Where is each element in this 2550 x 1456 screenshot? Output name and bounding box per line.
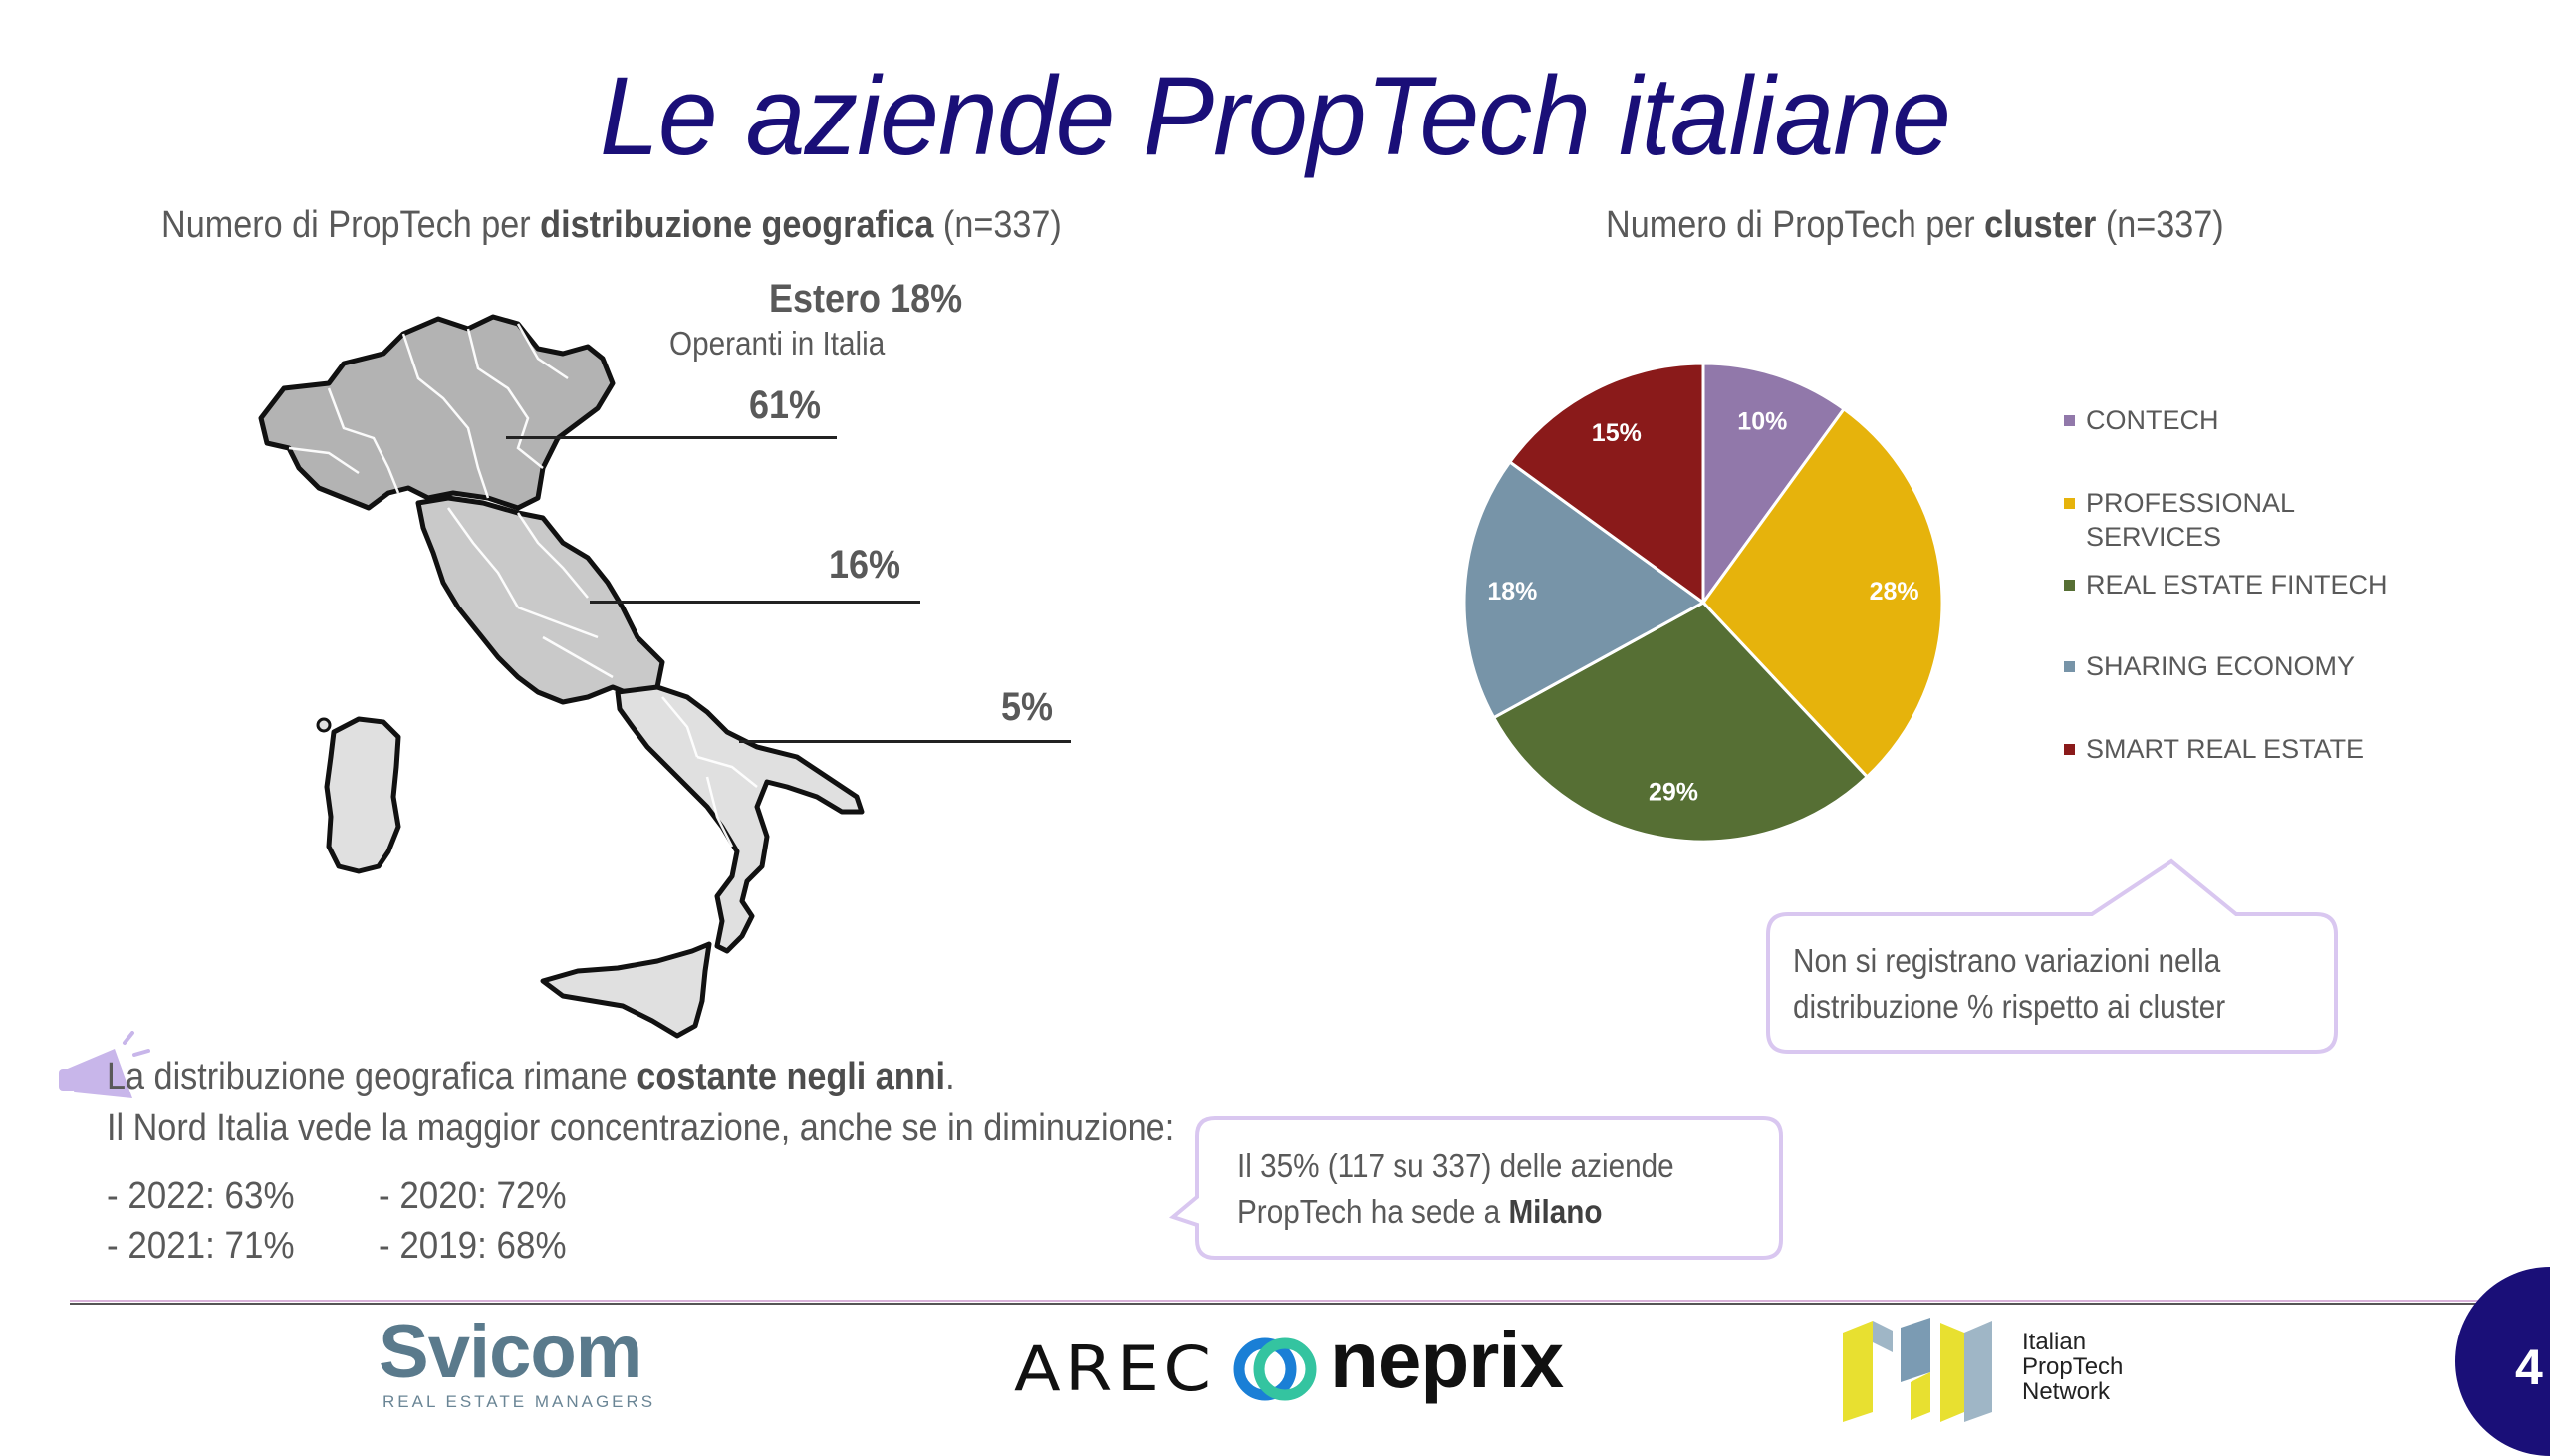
neprix-logo: neprix bbox=[1330, 1316, 1564, 1404]
south-leader-line bbox=[739, 740, 1071, 743]
milano-callout-text: Il 35% (117 su 337) delle aziende PropTe… bbox=[1237, 1147, 1674, 1230]
year-2019: - 2019: 68% bbox=[379, 1225, 567, 1267]
operanti-label: Operanti in Italia bbox=[669, 325, 886, 362]
north-percentage: 61% bbox=[749, 383, 822, 427]
neprix-symbol-icon bbox=[1233, 1337, 1317, 1401]
legend-swatch bbox=[2064, 661, 2075, 672]
pie-label-contech: 10% bbox=[1737, 407, 1787, 435]
map-south bbox=[615, 684, 865, 954]
ipn-logo-icon bbox=[1843, 1318, 1992, 1422]
map-north bbox=[258, 314, 616, 511]
year-2021: - 2021: 71% bbox=[107, 1225, 295, 1267]
center-leader-line bbox=[590, 601, 920, 604]
legend-label: SMART REAL ESTATE bbox=[2086, 734, 2365, 764]
estero-label: Estero 18% bbox=[769, 277, 963, 321]
pie-label-smart-real-estate: 15% bbox=[1592, 419, 1642, 447]
cluster-callout-text: Non si registrano variazioni nella distr… bbox=[1793, 942, 2226, 1025]
legend-label: REAL ESTATE FINTECH bbox=[2086, 570, 2388, 600]
south-percentage: 5% bbox=[1001, 685, 1054, 729]
legend-label: CONTECH bbox=[2086, 405, 2219, 435]
footer-divider bbox=[70, 1303, 2490, 1305]
legend-swatch bbox=[2064, 580, 2075, 591]
footer-divider-accent bbox=[70, 1300, 2490, 1302]
center-percentage: 16% bbox=[829, 543, 901, 587]
italy-map bbox=[258, 314, 865, 1039]
pie-label-professional-services: 28% bbox=[1870, 578, 1919, 606]
year-2020: - 2020: 72% bbox=[379, 1175, 567, 1217]
pie-slice-professional-services bbox=[1701, 406, 1944, 780]
geo-heading: Numero di PropTech per distribuzione geo… bbox=[161, 204, 1062, 246]
arec-logo: AREC bbox=[1014, 1333, 1216, 1405]
page-number-badge: 4 bbox=[2455, 1267, 2550, 1456]
pie-label-real-estate-fintech: 29% bbox=[1649, 779, 1698, 807]
map-sardinia bbox=[324, 716, 401, 874]
pie-label-sharing-economy: 18% bbox=[1487, 578, 1537, 606]
milano-callout-box bbox=[1168, 1116, 1783, 1260]
cluster-pie-chart: 10% 28% 29% 18% 15% bbox=[1462, 362, 1944, 844]
page-title: Le aziende PropTech italiane bbox=[600, 54, 1951, 178]
note-line-1: La distribuzione geografica rimane costa… bbox=[107, 1056, 955, 1097]
pie-slice-sharing-economy bbox=[1462, 459, 1706, 720]
pie-slice-contech bbox=[1701, 362, 1847, 607]
cluster-heading: Numero di PropTech per cluster (n=337) bbox=[1606, 204, 2224, 246]
note-line-2: Il Nord Italia vede la maggior concentra… bbox=[107, 1107, 1175, 1149]
legend-swatch bbox=[2064, 415, 2075, 426]
legend-label: SHARING ECONOMY bbox=[2086, 651, 2356, 681]
legend-label: PROFESSIONAL SERVICES bbox=[2086, 488, 2296, 552]
ipn-logo-text: Italian PropTech Network bbox=[2022, 1329, 2124, 1405]
legend-swatch bbox=[2064, 498, 2075, 509]
pie-slice-real-estate-fintech bbox=[1491, 601, 1870, 844]
year-2022: - 2022: 63% bbox=[107, 1175, 295, 1217]
map-sicily bbox=[540, 941, 712, 1039]
legend-swatch bbox=[2064, 744, 2075, 755]
svicom-logo: Svicom REAL ESTATE MANAGERS bbox=[379, 1310, 656, 1412]
pie-slice-smart-real-estate bbox=[1507, 362, 1705, 606]
north-leader-line bbox=[506, 436, 837, 439]
megaphone-icon bbox=[59, 1031, 150, 1098]
cluster-callout-box bbox=[1766, 858, 2338, 1054]
